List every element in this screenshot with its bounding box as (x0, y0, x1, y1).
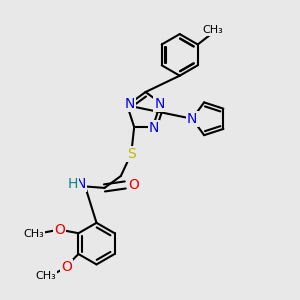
Text: H: H (68, 177, 78, 191)
Text: N: N (187, 112, 197, 126)
Text: S: S (127, 147, 136, 161)
Text: N: N (149, 122, 159, 136)
Text: N: N (125, 97, 135, 111)
Text: O: O (61, 260, 72, 274)
Text: N: N (154, 97, 165, 111)
Text: O: O (54, 223, 65, 237)
Text: O: O (128, 178, 139, 192)
Text: CH₃: CH₃ (23, 229, 44, 239)
Text: N: N (76, 177, 86, 191)
Text: CH₃: CH₃ (202, 25, 223, 34)
Text: CH₃: CH₃ (35, 271, 56, 281)
